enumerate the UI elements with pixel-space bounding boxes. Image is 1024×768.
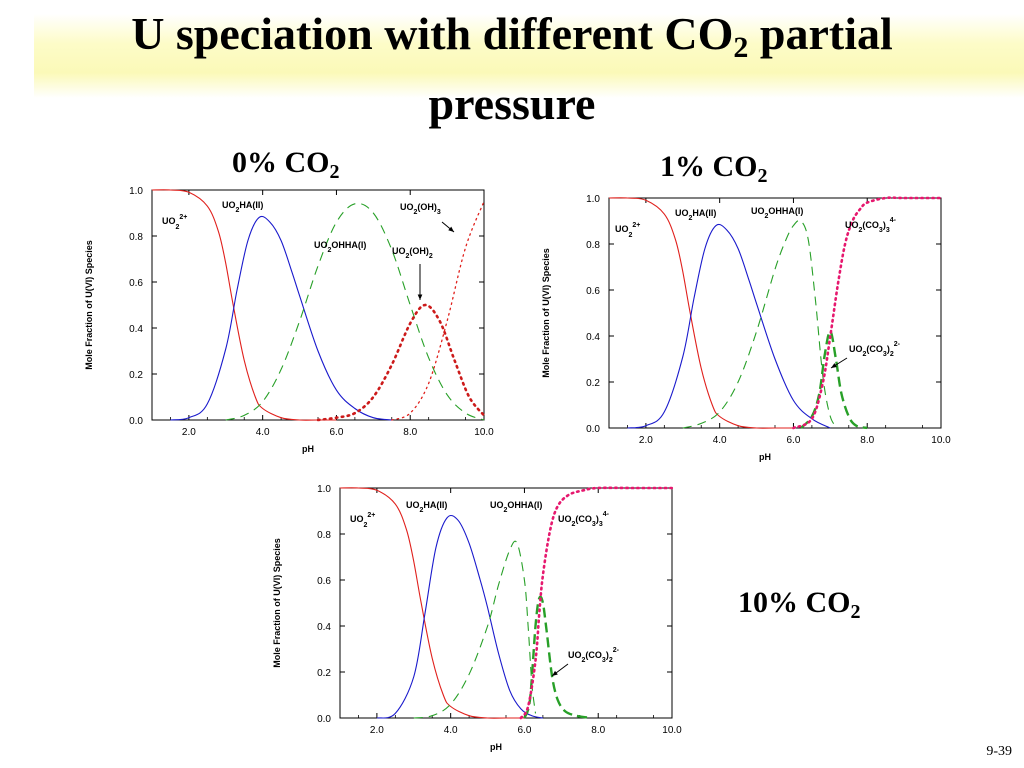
y-tick-label: 1.0 xyxy=(129,186,143,197)
x-tick-label: 8.0 xyxy=(403,427,417,438)
x-tick-label: 8.0 xyxy=(860,435,874,446)
x-tick-label: 10.0 xyxy=(931,435,951,446)
species-label: UO2HA(II) xyxy=(222,200,263,214)
series-line-3 xyxy=(316,303,486,422)
x-tick-label: 6.0 xyxy=(517,725,531,736)
title-text: U speciation with different CO xyxy=(131,8,734,59)
arrow-head xyxy=(552,670,558,676)
y-tick-label: 0.6 xyxy=(317,576,331,587)
species-label: UO2OHHA(I) xyxy=(490,500,542,514)
y-tick-label: 0.8 xyxy=(317,530,331,541)
x-tick-label: 2.0 xyxy=(639,435,653,446)
x-tick-label: 4.0 xyxy=(713,435,727,446)
species-label: UO2HA(II) xyxy=(675,208,716,222)
y-tick-label: 0.6 xyxy=(586,286,600,297)
x-tick-label: 10.0 xyxy=(474,427,494,438)
series-line-2 xyxy=(225,202,485,421)
series-line-3 xyxy=(523,595,591,720)
x-axis-title: pH xyxy=(490,742,502,752)
series-line-4 xyxy=(519,486,674,720)
title-band xyxy=(34,14,1024,98)
chart-label-10pct: 10% CO2 xyxy=(738,586,861,624)
species-label: UO2(CO3)22- xyxy=(568,647,620,664)
species-label: UO2(CO3)34- xyxy=(845,217,897,234)
species-label: UO2(OH)2 xyxy=(392,246,433,260)
chart-label-sub: 2 xyxy=(329,161,340,183)
speciation-chart-1pct: 2.0 4.0 6.0 8.0 10.0 0.0 0.2 0.4 0.6 0.8 1.0 pH Mole… xyxy=(541,194,951,462)
x-tick-label: 8.0 xyxy=(591,725,605,736)
species-label: UO2(CO3)34- xyxy=(558,511,610,528)
y-tick-label: 1.0 xyxy=(317,484,331,495)
plot-frame xyxy=(151,189,485,421)
y-tick-label: 0.4 xyxy=(317,622,331,633)
slide-title: U speciation with different CO2 partial … xyxy=(0,6,1024,132)
chart-label-sub: 2 xyxy=(757,165,768,187)
y-tick-label: 0.2 xyxy=(586,378,600,389)
series-line-1 xyxy=(376,514,544,719)
species-label: UO2OHHA(I) xyxy=(314,240,366,254)
species-label: UO22+ xyxy=(350,512,375,529)
series-line-0 xyxy=(608,197,794,429)
y-axis-title: Mole Fraction of U(VI) Species xyxy=(84,240,94,370)
species-label: UO2OHHA(I) xyxy=(751,206,803,220)
series-line-2 xyxy=(682,219,839,429)
series-line-3 xyxy=(799,330,868,430)
page-number: 9-39 xyxy=(986,744,1012,759)
x-axis-title: pH xyxy=(759,452,771,462)
x-tick-label: 4.0 xyxy=(256,427,270,438)
title-subscript: 2 xyxy=(733,31,749,64)
series-line-0 xyxy=(339,487,525,719)
arrow-head xyxy=(831,363,837,368)
series-line-1 xyxy=(627,223,831,429)
y-tick-label: 0.6 xyxy=(129,278,143,289)
y-axis-title: Mole Fraction of U(VI) Species xyxy=(541,248,551,378)
series-line-0 xyxy=(151,189,337,421)
series-line-2 xyxy=(413,540,537,719)
y-tick-label: 0.4 xyxy=(586,332,600,343)
y-tick-label: 1.0 xyxy=(586,194,600,205)
series-line-1 xyxy=(170,215,392,421)
x-tick-label: 4.0 xyxy=(444,725,458,736)
arrow-head xyxy=(448,226,454,232)
species-label: UO2(OH)3 xyxy=(400,202,441,216)
y-axis-title: Mole Fraction of U(VI) Species xyxy=(272,538,282,668)
chart-label-text: 10% CO xyxy=(738,586,851,619)
y-tick-label: 0.2 xyxy=(317,668,331,679)
speciation-chart-0pct: 2.0 4.0 6.0 8.0 10.0 0.0 0.2 0.4 0.6 0.8 1.0 pH Mole… xyxy=(84,186,494,454)
chart-label-1pct: 1% CO2 xyxy=(660,150,768,188)
x-tick-label: 2.0 xyxy=(182,427,196,438)
x-tick-label: 2.0 xyxy=(370,725,384,736)
chart-label-sub: 2 xyxy=(850,601,861,623)
series-line-4 xyxy=(792,196,943,430)
y-tick-label: 0.8 xyxy=(129,232,143,243)
title-text-end: partial xyxy=(748,8,893,59)
y-tick-label: 0.4 xyxy=(129,324,143,335)
x-tick-label: 6.0 xyxy=(786,435,800,446)
y-tick-label: 0.2 xyxy=(129,370,143,381)
chart-label-0pct: 0% CO2 xyxy=(232,146,340,184)
species-label: UO2(CO3)22- xyxy=(849,341,901,358)
species-label: UO22+ xyxy=(162,214,187,231)
plot-frame xyxy=(608,197,942,429)
species-label: UO22+ xyxy=(615,222,640,239)
chart-label-text: 0% CO xyxy=(232,146,330,179)
plot-frame xyxy=(339,487,673,719)
arrow-head xyxy=(417,294,423,300)
x-axis-title: pH xyxy=(302,444,314,454)
y-tick-label: 0.0 xyxy=(317,714,331,725)
y-tick-label: 0.8 xyxy=(586,240,600,251)
y-tick-label: 0.0 xyxy=(586,424,600,435)
speciation-chart-10pct: 2.0 4.0 6.0 8.0 10.0 0.0 0.2 0.4 0.6 0.8 1.0 pH Mole… xyxy=(272,484,682,752)
x-tick-label: 10.0 xyxy=(662,725,682,736)
species-label: UO2HA(II) xyxy=(406,500,447,514)
y-tick-label: 0.0 xyxy=(129,416,143,427)
series-line-4 xyxy=(391,200,485,421)
chart-label-text: 1% CO xyxy=(660,150,758,183)
title-line2: pressure xyxy=(428,78,596,129)
x-tick-label: 6.0 xyxy=(329,427,343,438)
